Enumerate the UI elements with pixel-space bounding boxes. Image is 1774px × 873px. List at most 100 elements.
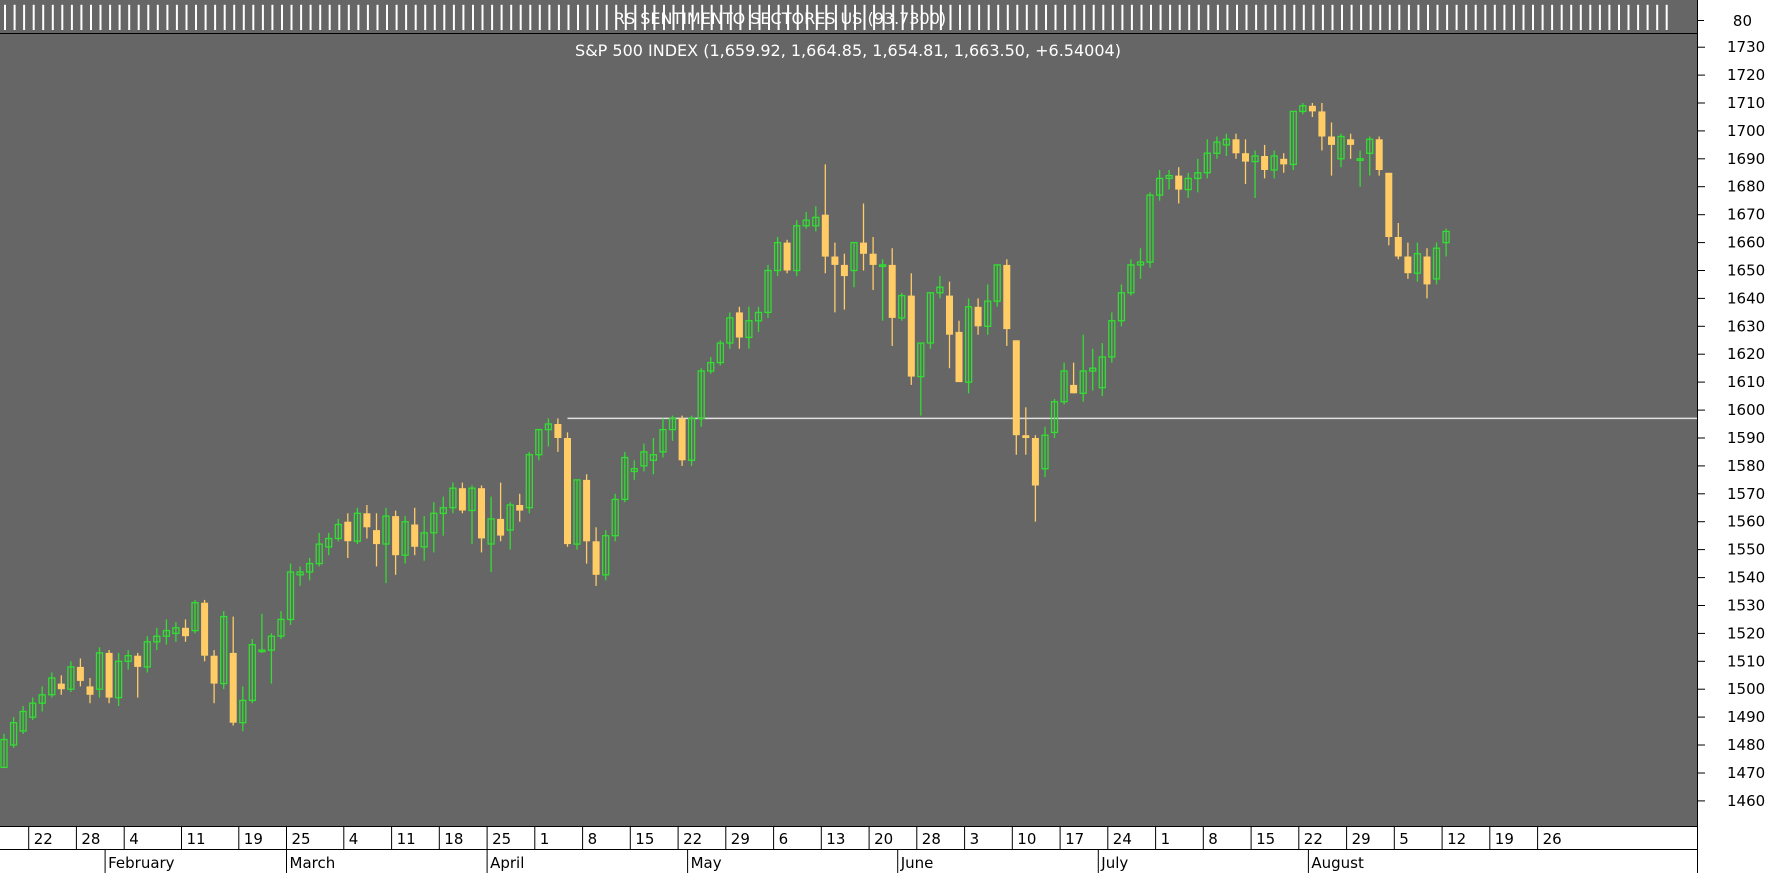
date-tick-label: 20 — [874, 830, 893, 848]
sentiment-bar — [51, 4, 54, 31]
sentiment-bar — [1656, 4, 1659, 31]
sentiment-bar — [433, 4, 436, 31]
candle-body — [382, 515, 390, 545]
candle — [993, 264, 1001, 307]
candle — [220, 611, 228, 690]
sentiment-bar — [347, 4, 350, 31]
candle-body — [411, 524, 419, 547]
sentiment-bar — [1532, 4, 1534, 31]
sentiment-bar — [491, 4, 494, 31]
sentiment-bar — [1637, 4, 1640, 31]
sentiment-bar — [672, 4, 675, 31]
sentiment-bar — [624, 4, 627, 31]
price-tick-label: 1560 — [1727, 513, 1765, 531]
date-tick-label: 5 — [1399, 830, 1409, 848]
candle — [611, 493, 619, 542]
candle — [267, 633, 276, 684]
candle-body — [29, 702, 37, 718]
sentiment-bar — [682, 4, 685, 31]
candle-body — [917, 342, 925, 378]
sentiment-bar — [1541, 4, 1544, 31]
price-tick-label: 1510 — [1727, 652, 1765, 670]
sentiment-bar — [1665, 4, 1668, 31]
candle — [793, 220, 801, 277]
candle-body — [487, 518, 495, 545]
sentiment-bar — [1130, 4, 1133, 31]
candle — [745, 306, 753, 349]
candle-body — [325, 537, 333, 548]
candle-body — [592, 541, 600, 575]
candle — [974, 298, 982, 335]
date-tick-label: 15 — [635, 830, 654, 848]
candle — [1261, 144, 1269, 179]
candle — [172, 622, 180, 642]
sentiment-bar — [261, 4, 264, 31]
candle — [229, 616, 237, 726]
candle — [497, 482, 505, 542]
sentiment-bar — [854, 4, 856, 31]
sentiment-bar — [787, 4, 790, 31]
candle — [1394, 223, 1402, 260]
candle — [735, 306, 743, 349]
candle-body — [649, 454, 658, 461]
candle-body — [449, 487, 457, 509]
sentiment-bar — [290, 4, 293, 31]
candle — [1308, 103, 1316, 117]
candle-body — [984, 300, 992, 327]
candle-body — [1404, 256, 1412, 274]
candle — [114, 652, 123, 706]
sentiment-bar — [443, 4, 446, 31]
date-tick-label: 1 — [1161, 830, 1171, 848]
candle — [860, 203, 867, 271]
candle-body — [1413, 253, 1422, 274]
sentiment-bar — [1551, 4, 1554, 31]
candle — [1050, 398, 1059, 438]
candle — [668, 415, 677, 441]
sentiment-bar — [32, 4, 35, 31]
sentiment-bar — [978, 4, 981, 31]
candle-body — [497, 518, 505, 536]
sentiment-bar — [128, 4, 131, 31]
candle-body — [1308, 105, 1316, 112]
candle-body — [201, 602, 209, 656]
candle — [143, 636, 151, 673]
candle — [1060, 362, 1068, 405]
sentiment-bar — [195, 4, 197, 31]
sentiment-bar — [596, 4, 599, 31]
candle — [201, 599, 209, 662]
sentiment-bars — [4, 4, 1668, 31]
sentiment-bar — [577, 4, 579, 31]
price-tick-label: 1540 — [1727, 569, 1765, 587]
candle — [573, 479, 581, 550]
sentiment-bar — [1493, 4, 1496, 31]
candle — [907, 273, 915, 385]
candle-body — [1184, 177, 1192, 191]
candle — [1404, 242, 1412, 279]
candle — [1270, 150, 1278, 179]
candle-body — [1213, 141, 1221, 154]
candle — [1022, 407, 1030, 455]
candle-body — [76, 666, 84, 681]
sentiment-bar — [1512, 4, 1515, 31]
date-tick-label: 8 — [588, 830, 598, 848]
candle-body — [678, 418, 686, 461]
sentiment-bar — [156, 4, 159, 31]
candle — [821, 164, 829, 274]
sentiment-bar — [701, 4, 704, 31]
sentiment-bar — [834, 4, 837, 31]
candle — [382, 507, 390, 584]
sentiment-bar — [223, 4, 226, 31]
candle-body — [1280, 158, 1288, 165]
candle — [0, 733, 8, 769]
candle — [162, 619, 171, 645]
candle-body — [687, 417, 696, 461]
candle — [1070, 362, 1078, 394]
sentiment-bar — [1341, 4, 1343, 31]
price-tick-label: 1620 — [1727, 345, 1765, 363]
sentiment-bar — [23, 4, 26, 31]
date-tick-label: 29 — [1352, 830, 1371, 848]
sentiment-bar — [691, 4, 694, 31]
candle-body — [1423, 256, 1431, 285]
candle-body — [1041, 434, 1049, 470]
